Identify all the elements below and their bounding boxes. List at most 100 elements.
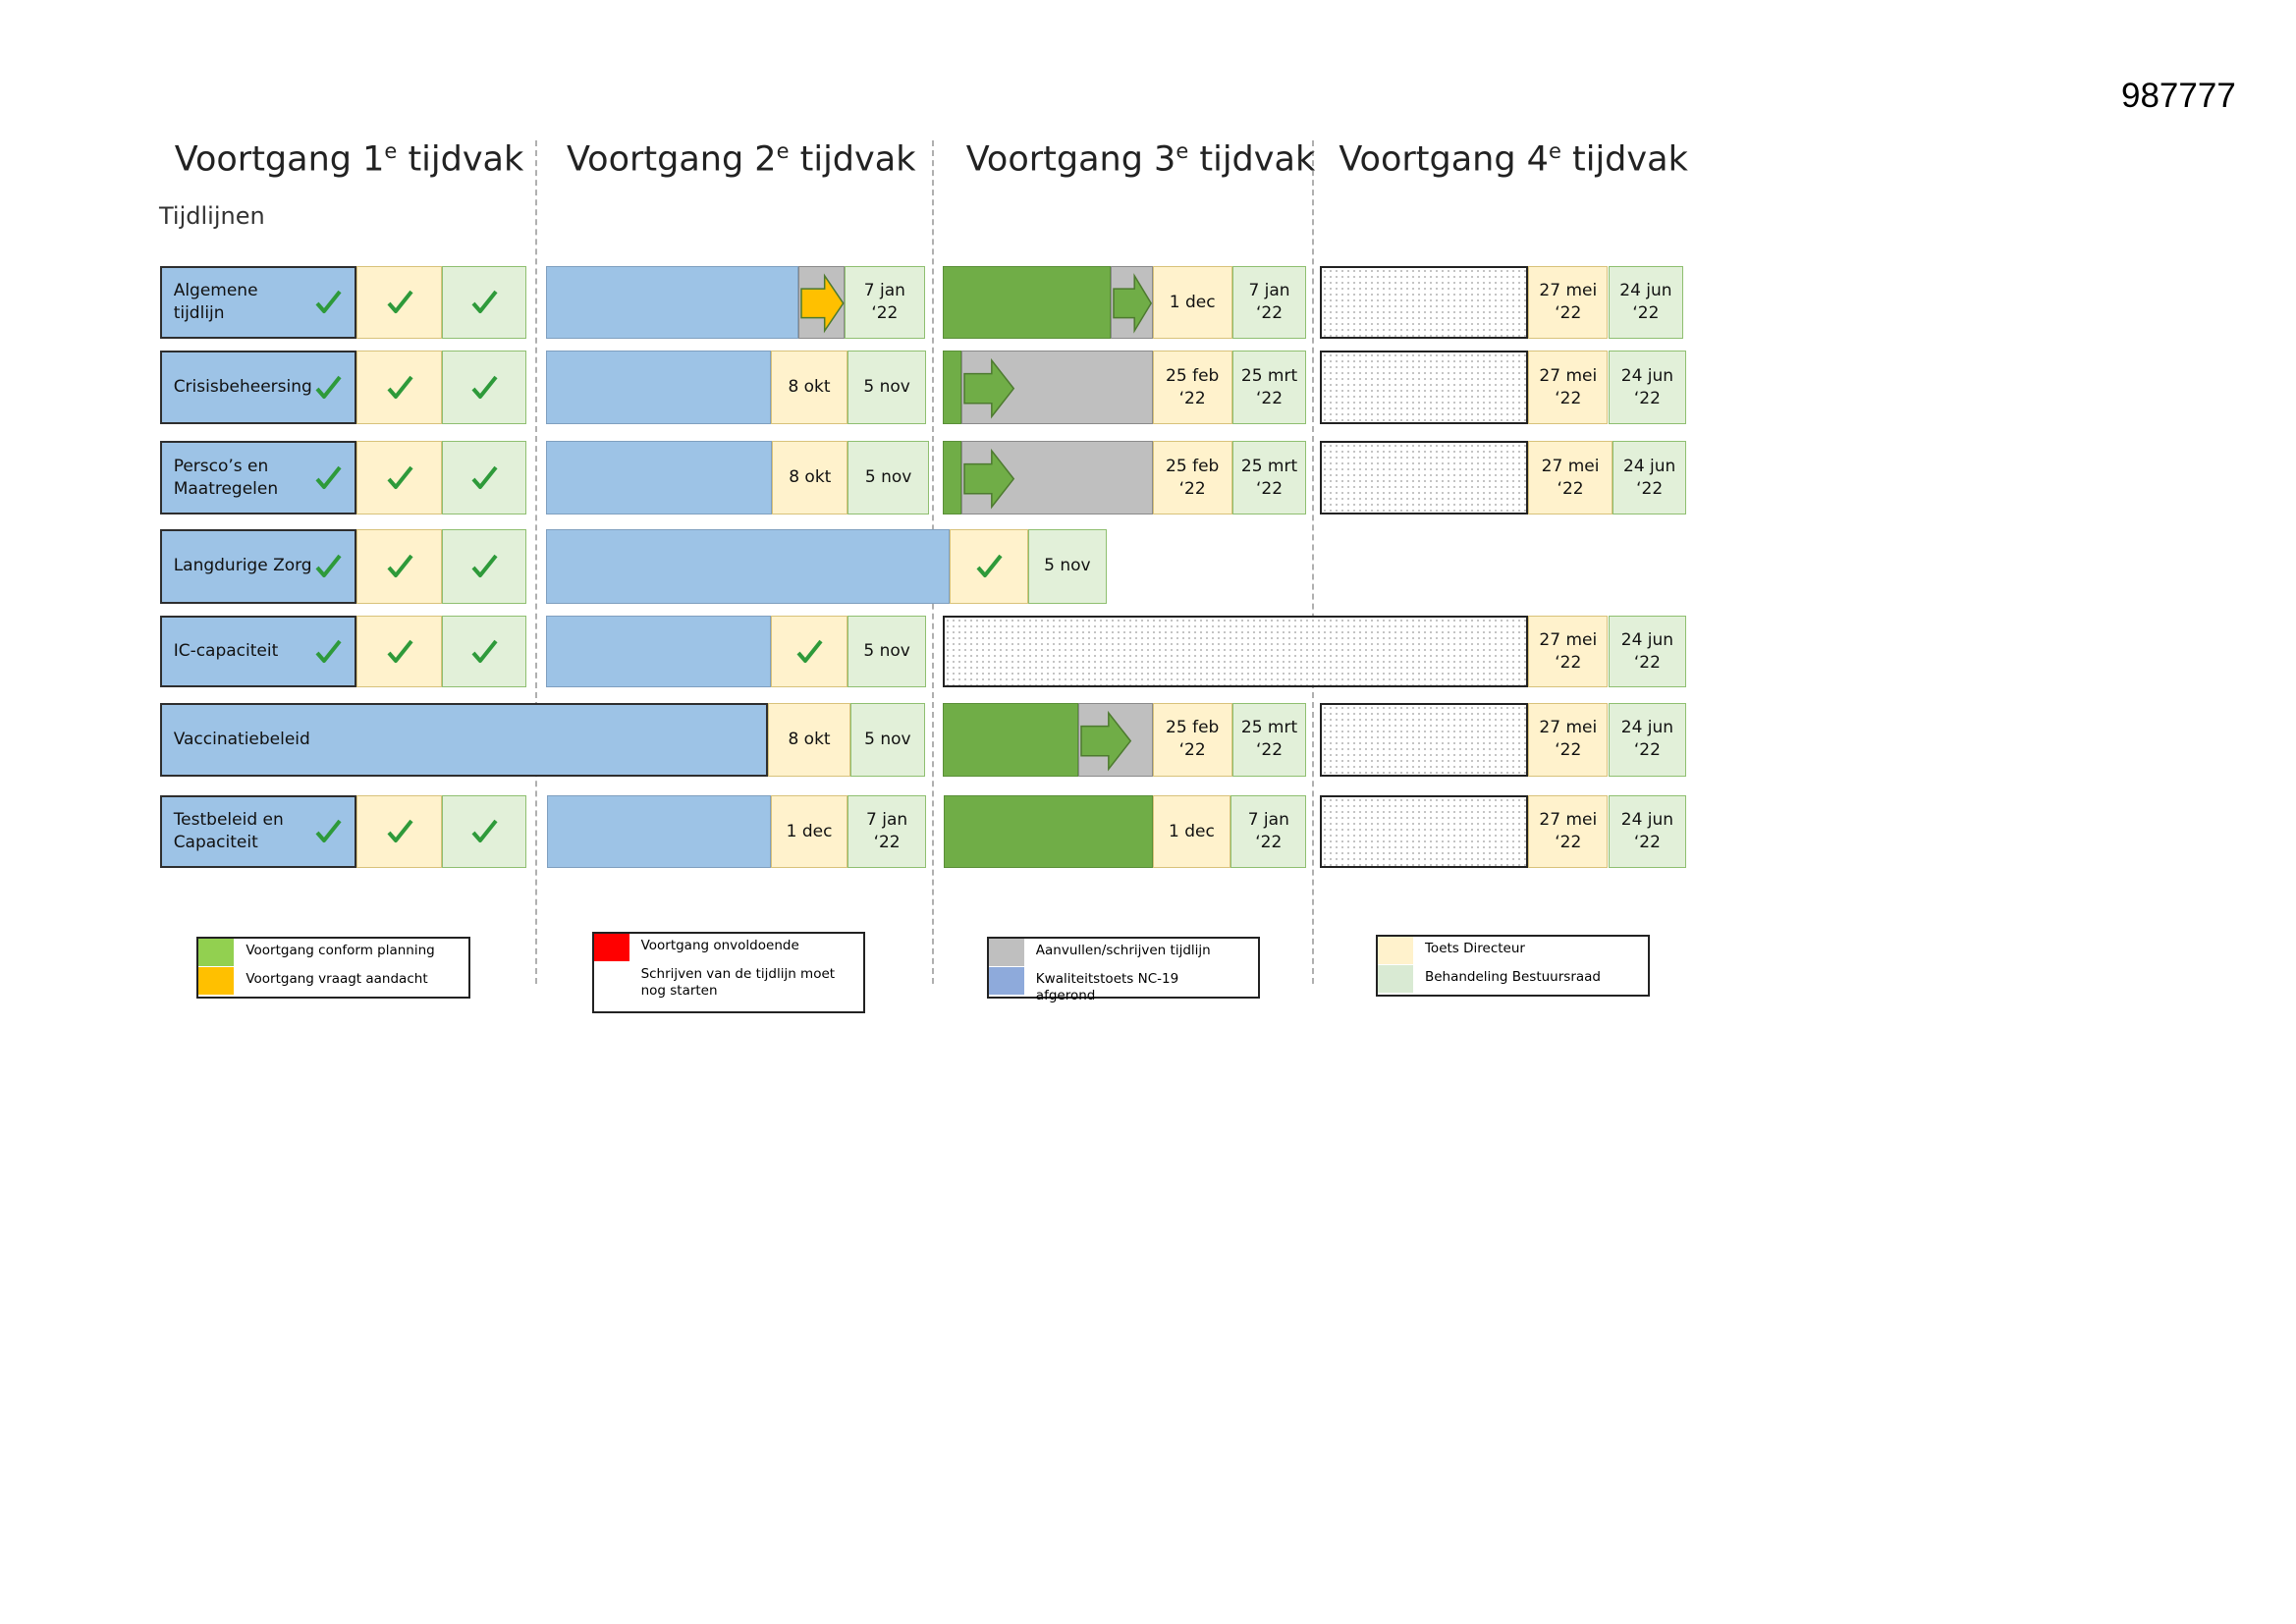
legend-text: Toets Directeur — [1424, 941, 1525, 957]
date-line: ‘22 — [1555, 388, 1582, 408]
row-label: Crisisbeheersing — [159, 351, 357, 425]
in-progress — [798, 266, 846, 339]
title-rest: tijdvak — [1199, 139, 1316, 180]
board-cell: 7 jan ‘22 — [847, 795, 927, 869]
legend-item: Behandeling Bestuursraad — [1377, 965, 1648, 994]
separator — [1312, 140, 1315, 984]
quality-bar — [545, 615, 771, 688]
not-started — [1319, 351, 1529, 425]
legend-item: Voortgang vraagt aandacht — [198, 966, 468, 995]
date-line: 27 mei — [1541, 456, 1600, 476]
date-line: 7 jan — [866, 810, 908, 831]
date-line: ‘22 — [1178, 478, 1206, 499]
row-label: Persco’s en Maatregelen — [159, 440, 357, 515]
board-cell — [442, 351, 527, 425]
date-line: 27 mei — [1539, 365, 1598, 386]
date-line: ‘22 — [1632, 303, 1660, 324]
date-line: ‘22 — [1178, 388, 1206, 408]
director-cell: 8 okt — [770, 351, 848, 425]
arrow-icon — [963, 357, 1015, 419]
quality-bar — [545, 266, 799, 339]
row-label: Testbeleid en Capaciteit — [159, 795, 357, 869]
date-line: 24 jun — [1623, 456, 1676, 476]
quality-bar — [545, 440, 773, 515]
title-sup: e — [776, 138, 790, 163]
date-line: ‘22 — [1636, 478, 1664, 499]
quality-bar — [545, 351, 771, 425]
board-cell: 5 nov — [847, 351, 927, 425]
check-icon — [315, 820, 342, 843]
director-cell: 25 feb ‘22 — [1152, 440, 1232, 515]
row-label: IC-capaciteit — [159, 615, 357, 688]
legend: Toets Directeur Behandeling Bestuursraad — [1375, 935, 1650, 998]
board-cell: 24 jun ‘22 — [1608, 795, 1687, 869]
on-track-bar — [944, 795, 1153, 869]
date-line: 27 mei — [1539, 718, 1598, 738]
date-line: ‘22 — [1633, 740, 1661, 761]
arrow-icon — [1080, 710, 1132, 772]
legend-swatch — [198, 966, 235, 995]
check-icon — [387, 290, 413, 314]
date-line: 5 nov — [863, 641, 910, 662]
director-cell — [356, 266, 443, 339]
legend: Voortgang onvoldoende Schrijven van de ti… — [591, 932, 866, 1013]
date-line: 27 mei — [1539, 281, 1598, 301]
title-sup: e — [1548, 138, 1561, 163]
separator — [535, 140, 538, 984]
legend: Voortgang conform planning Voortgang vraa… — [196, 936, 471, 999]
legend-item: Voortgang conform planning — [198, 938, 468, 966]
board-cell: 24 jun ‘22 — [1608, 615, 1687, 688]
date-line: ‘22 — [1633, 833, 1661, 853]
board-cell: 5 nov — [847, 440, 930, 515]
on-track-bar — [942, 440, 962, 515]
title-sup: e — [1175, 138, 1189, 163]
board-cell: 5 nov — [847, 615, 927, 688]
board-cell: 5 nov — [1027, 529, 1107, 604]
director-cell: 1 dec — [770, 795, 848, 869]
label-line: IC-capaciteit — [173, 641, 279, 662]
on-track-bar — [942, 702, 1079, 777]
board-cell: 24 jun ‘22 — [1613, 440, 1687, 515]
board-cell: 7 jan ‘22 — [1230, 795, 1307, 869]
title-rest: tijdvak — [799, 139, 916, 180]
row-label: Langdurige Zorg — [159, 529, 357, 604]
check-icon — [471, 639, 498, 663]
title-rest: tijdvak — [1572, 139, 1688, 180]
label-line: Maatregelen — [173, 478, 279, 499]
date-line: 25 feb — [1166, 456, 1220, 476]
board-cell — [442, 529, 527, 604]
director-cell — [356, 440, 443, 515]
date-line: 25 mrt — [1240, 456, 1298, 476]
date-line: 24 jun — [1619, 281, 1672, 301]
director-cell: 25 feb ‘22 — [1152, 351, 1232, 425]
arrow-icon — [963, 448, 1015, 510]
date-line: ‘22 — [1255, 740, 1284, 761]
check-icon — [315, 375, 342, 399]
check-icon — [471, 290, 498, 314]
date-line: 5 nov — [864, 729, 911, 749]
row-label: Vaccinatiebeleid — [159, 702, 768, 777]
check-icon — [387, 554, 413, 577]
check-icon — [315, 554, 342, 577]
board-cell: 5 nov — [850, 702, 925, 777]
date-line: 24 jun — [1620, 629, 1674, 650]
in-progress — [961, 351, 1153, 425]
director-cell — [770, 615, 848, 688]
board-cell: 7 jan ‘22 — [845, 266, 925, 339]
title-main: Voortgang 1 — [174, 139, 385, 180]
check-icon — [387, 639, 413, 663]
director-cell: 27 mei ‘22 — [1528, 615, 1609, 688]
title-main: Voortgang 3 — [965, 139, 1176, 180]
date-line: 8 okt — [789, 467, 832, 488]
label-line: Persco’s en — [173, 456, 269, 476]
legend-item: Voortgang onvoldoende — [593, 934, 864, 962]
date-line: 1 dec — [1169, 821, 1215, 841]
legend-item: Toets Directeur — [1377, 937, 1648, 965]
not-started — [1319, 266, 1529, 339]
check-icon — [315, 290, 342, 314]
date-line: ‘22 — [1557, 478, 1584, 499]
quality-bar — [547, 795, 771, 869]
check-icon — [471, 375, 498, 399]
date-line: 8 okt — [788, 377, 831, 398]
date-line: 7 jan — [863, 281, 905, 301]
